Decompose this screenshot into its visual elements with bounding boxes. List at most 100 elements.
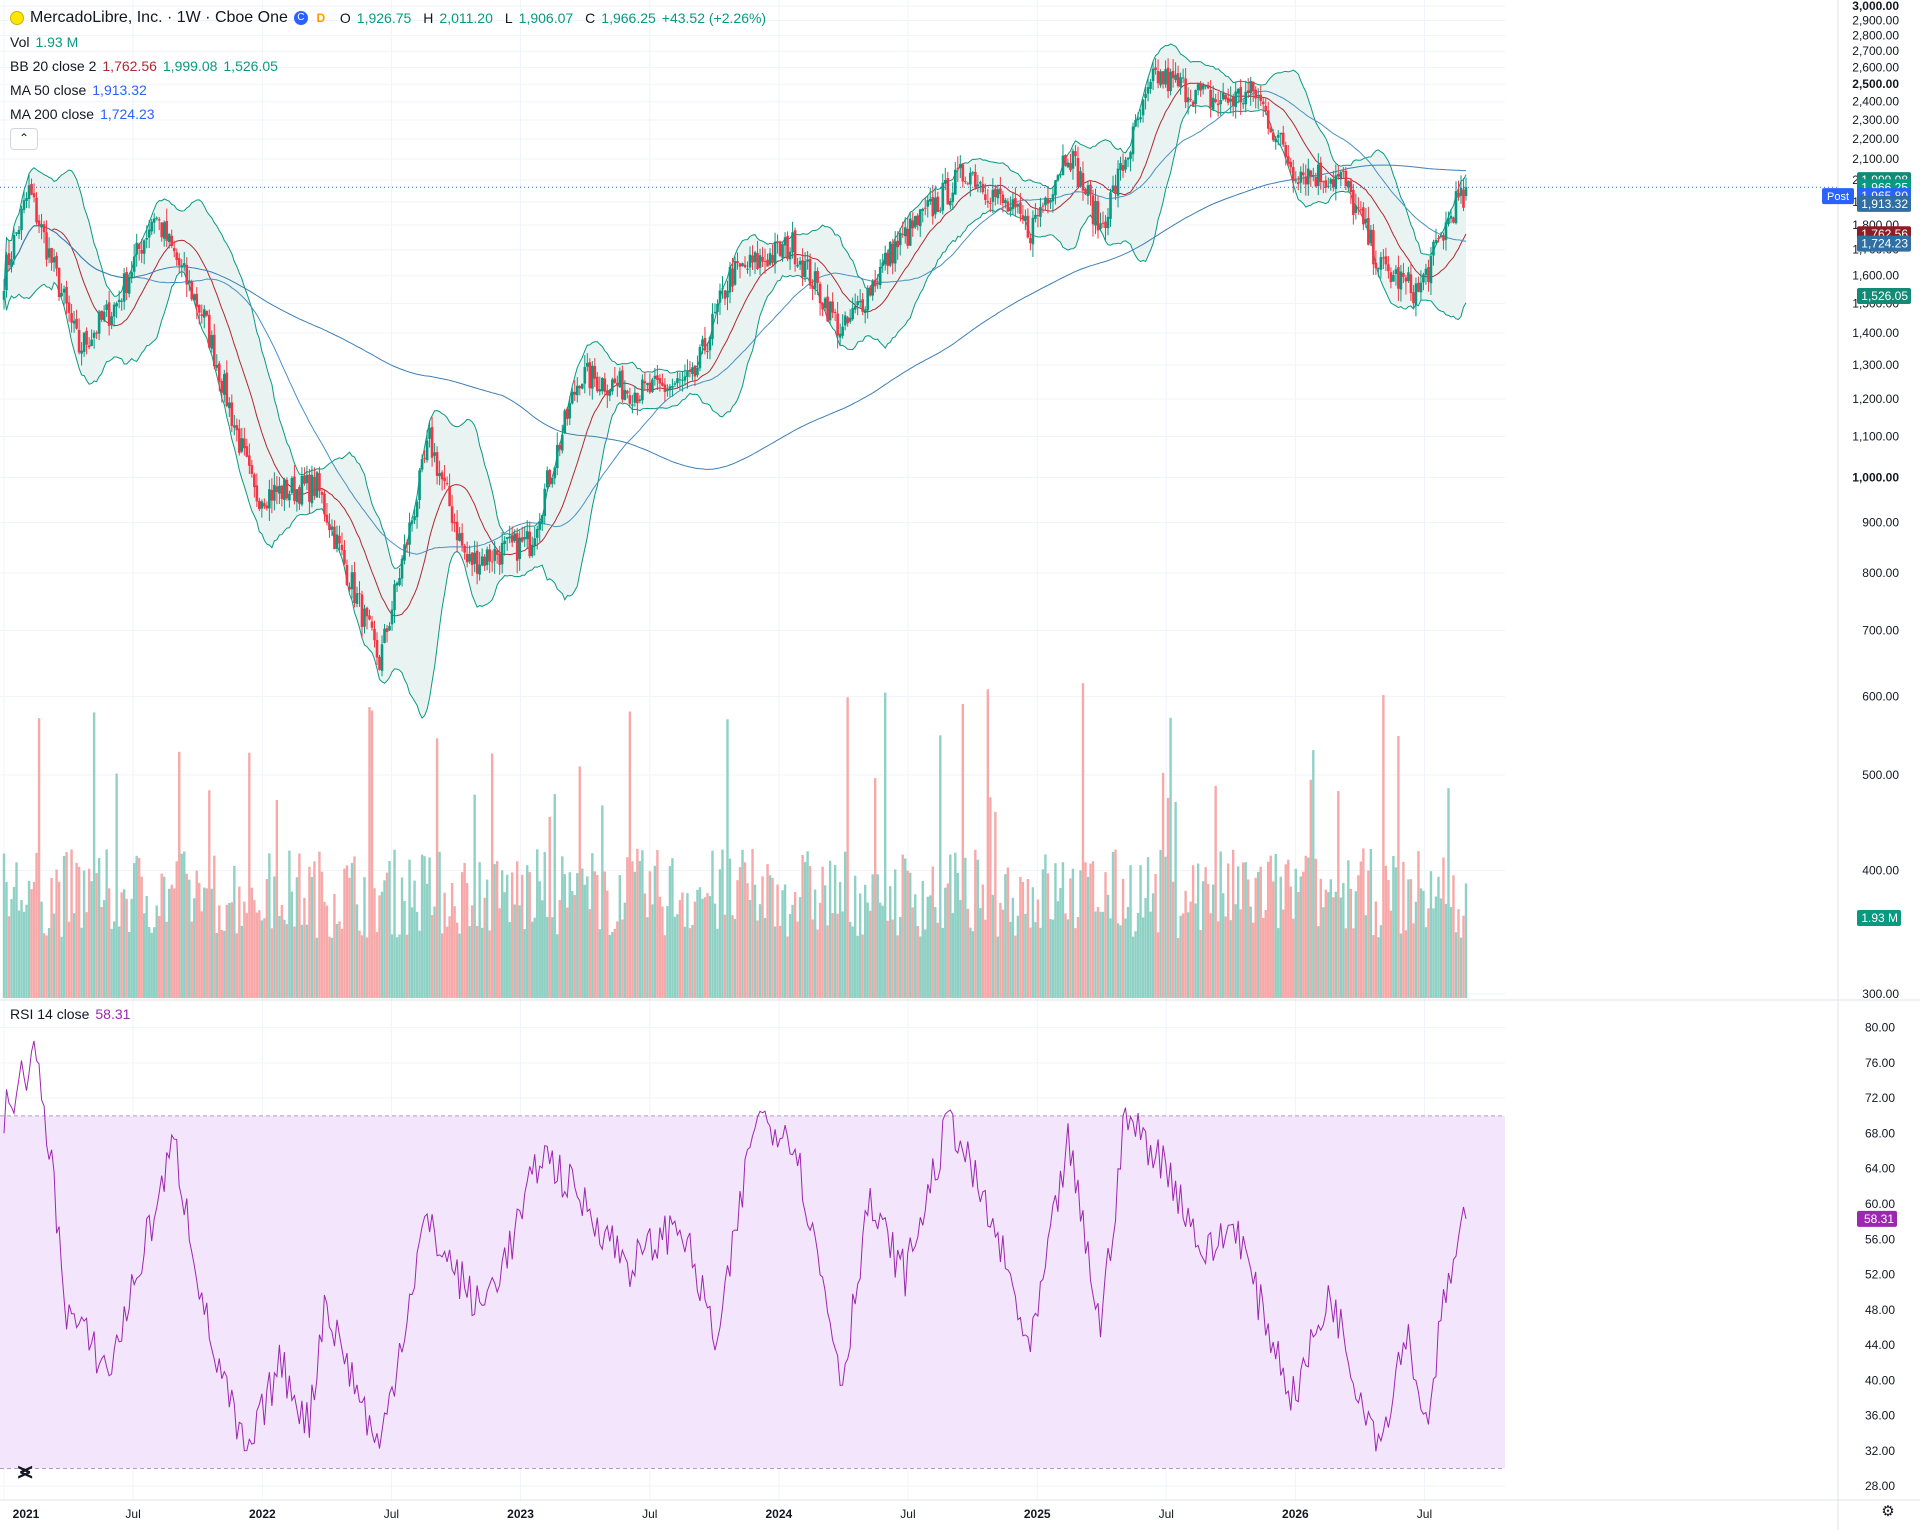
candle-body <box>20 208 23 231</box>
volume-bar <box>480 927 484 998</box>
candle-body <box>1099 223 1102 229</box>
volume-bar <box>395 937 399 998</box>
candle-body <box>696 367 699 376</box>
rsi-legend[interactable]: RSI 14 close 58.31 <box>10 1006 130 1022</box>
candle-body <box>1069 162 1072 171</box>
low-key: L <box>504 10 513 26</box>
candle-body <box>1164 69 1167 85</box>
candle-body <box>999 188 1002 195</box>
volume-bar <box>991 894 995 998</box>
c-badge-icon[interactable]: C <box>293 11 308 25</box>
candle-body <box>928 198 932 202</box>
volume-bar <box>713 903 717 998</box>
price-tick-label: 2,100.00 <box>1852 152 1899 166</box>
tradingview-logo-icon[interactable]: ⪤ <box>18 1458 33 1483</box>
volume-bar <box>333 893 336 998</box>
candle-body <box>708 336 712 351</box>
candle-body <box>1274 138 1278 143</box>
volume-bar <box>1389 910 1393 998</box>
ma200-line <box>3 164 1466 470</box>
candle-body <box>65 286 68 304</box>
candle-body <box>1176 73 1180 87</box>
candle-body <box>105 304 108 311</box>
candle-body <box>1034 214 1037 219</box>
candle-body <box>343 549 346 564</box>
candle-body <box>405 542 409 546</box>
volume-bar <box>60 936 63 998</box>
volume-bar <box>1119 925 1122 998</box>
price-tick-label: 300.00 <box>1862 987 1899 1001</box>
candle-body <box>798 261 802 265</box>
vol-row[interactable]: Vol 1.93 M <box>10 30 766 54</box>
volume-bar <box>1034 922 1037 998</box>
candle-body <box>1364 218 1368 223</box>
candle-body <box>535 528 539 538</box>
volume-bar <box>658 896 662 998</box>
candle-body <box>1174 74 1177 81</box>
ma200-row[interactable]: MA 200 close 1,724.23 <box>10 102 766 126</box>
volume-bar <box>303 897 306 998</box>
candle-body <box>1139 117 1142 120</box>
volume-bar <box>726 719 729 998</box>
volume-bar <box>531 921 534 998</box>
rsi-tick-label: 60.00 <box>1865 1197 1895 1211</box>
candle-body <box>313 476 316 496</box>
volume-bar <box>1434 896 1438 998</box>
candle-body <box>1269 128 1273 133</box>
volume-bar <box>853 875 857 998</box>
bb-row[interactable]: BB 20 close 2 1,762.56 1,999.08 1,526.05 <box>10 54 766 78</box>
candle-body <box>565 408 569 419</box>
volume-bar <box>270 928 274 998</box>
candle-body <box>1319 162 1323 183</box>
price-tick-label: 400.00 <box>1862 864 1899 878</box>
candle-body <box>951 192 955 202</box>
candle-body <box>440 472 444 480</box>
d-badge-icon[interactable]: D <box>316 11 326 25</box>
candle-body <box>758 255 762 268</box>
volume-bar <box>72 913 76 998</box>
volume-bar <box>238 886 241 998</box>
volume-bar <box>1437 876 1440 998</box>
candle-body <box>1161 71 1165 85</box>
volume-bar <box>87 868 91 998</box>
volume-bar <box>220 930 223 998</box>
volume-bar <box>1219 851 1222 998</box>
volume-bar <box>909 872 912 998</box>
volume-bar <box>1099 911 1102 998</box>
volume-bar <box>12 886 16 998</box>
volume-bar <box>140 876 143 998</box>
candle-body <box>1211 97 1215 110</box>
candle-body <box>1402 272 1405 277</box>
candle-body <box>77 329 81 353</box>
symbol-row[interactable]: MercadoLibre, Inc. · 1W · Cboe One C D O… <box>10 6 766 30</box>
candle-body <box>1086 185 1090 196</box>
gear-icon[interactable]: ⚙ <box>1881 1503 1895 1520</box>
candle-body <box>793 230 797 265</box>
volume-bar <box>1267 861 1270 998</box>
volume-bar <box>924 929 927 998</box>
volume-bar <box>871 874 874 998</box>
candle-body <box>288 493 291 501</box>
candle-body <box>85 330 88 345</box>
time-tick-label: 2025 <box>1024 1507 1051 1521</box>
chevron-up-icon[interactable]: ⌃ <box>10 128 38 150</box>
volume-bar <box>986 689 990 998</box>
candle-body <box>1116 168 1120 196</box>
candle-body <box>275 486 279 493</box>
candle-body <box>265 505 269 509</box>
volume-bar <box>1397 735 1400 998</box>
volume-bar <box>1014 935 1017 998</box>
volume-bar <box>1131 936 1135 998</box>
volume-bar <box>1154 874 1157 998</box>
volume-bar <box>47 927 51 998</box>
candle-body <box>510 535 514 543</box>
symbol-title[interactable]: MercadoLibre, Inc. · 1W · Cboe One <box>30 9 288 26</box>
volume-bar <box>330 937 334 998</box>
volume-bar <box>1046 873 1050 998</box>
ma50-row[interactable]: MA 50 close 1,913.32 <box>10 78 766 102</box>
volume-bar <box>1442 857 1445 998</box>
candle-body <box>1006 201 1010 212</box>
volume-bar <box>1332 897 1335 998</box>
candle-body <box>130 272 133 279</box>
